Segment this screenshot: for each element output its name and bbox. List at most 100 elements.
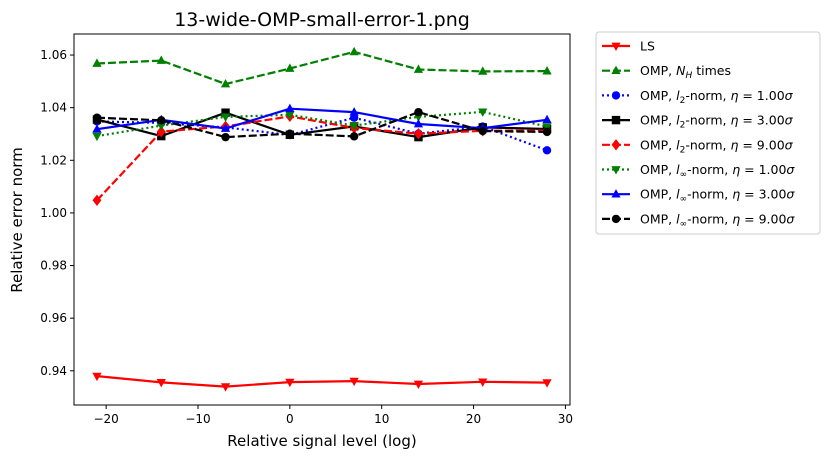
series-line	[96, 110, 548, 139]
data-point	[220, 113, 231, 122]
series-7	[92, 107, 552, 142]
data-point	[92, 194, 102, 206]
data-point	[285, 111, 295, 120]
data-point	[542, 123, 552, 132]
series-line	[96, 111, 548, 139]
data-point	[220, 383, 231, 392]
x-axis-label: Relative signal level (log)	[227, 432, 416, 450]
legend-entry: OMP, l∞-norm, η = 3.00σ	[602, 187, 795, 205]
data-point	[92, 132, 102, 142]
data-point	[92, 372, 102, 382]
data-point	[92, 113, 102, 122]
data-point	[478, 108, 488, 117]
data-point	[542, 66, 552, 75]
series-line	[96, 375, 548, 388]
data-point	[349, 132, 359, 141]
legend-label: OMP, l2-norm, η = 3.00σ	[640, 113, 794, 131]
data-point	[349, 46, 359, 56]
data-point	[156, 125, 166, 138]
y-tick-label: 1.06	[40, 48, 67, 62]
data-point	[478, 66, 488, 75]
data-point	[220, 78, 231, 88]
y-tick-label: 0.98	[40, 259, 67, 273]
series-line	[96, 107, 548, 131]
data-point	[349, 113, 359, 122]
series-5	[92, 108, 552, 142]
data-point	[157, 116, 166, 125]
series-line	[96, 115, 548, 202]
data-point	[349, 377, 359, 387]
legend-entry: OMP, NH times	[602, 63, 731, 81]
legend-label: OMP, NH times	[640, 63, 731, 81]
x-tick-label: 20	[466, 412, 481, 426]
legend-marker	[611, 42, 621, 52]
legend-marker	[611, 65, 621, 75]
series-line	[96, 110, 548, 138]
legend-marker	[611, 115, 621, 125]
plot-area	[92, 46, 552, 392]
data-point	[478, 378, 488, 387]
data-point	[413, 380, 424, 389]
chart-title: 13-wide-OMP-small-error-1.png	[174, 9, 470, 31]
x-axis-ticks: −20 −10 0 10 20 30	[93, 405, 573, 426]
legend-label: OMP, l∞-norm, η = 3.00σ	[640, 187, 795, 205]
legend-marker	[611, 166, 621, 175]
y-tick-label: 0.96	[40, 311, 67, 325]
x-tick-label: 10	[374, 412, 389, 426]
legend-entry: OMP, l2-norm, η = 9.00σ	[602, 137, 794, 155]
legend-label: OMP, l∞-norm, η = 9.00σ	[640, 211, 795, 229]
data-point	[478, 126, 487, 136]
legend-label: LS	[640, 39, 655, 54]
data-point	[221, 132, 230, 142]
legend: LS OMP, NH times OMP, l2-norm, η = 1.00σ OM…	[595, 31, 821, 235]
data-point	[349, 122, 359, 131]
data-point	[221, 108, 230, 117]
legend-marker	[611, 214, 621, 224]
legend-entry: LS	[602, 39, 655, 54]
data-point	[542, 379, 552, 388]
series-0	[92, 372, 552, 392]
legend-label: OMP, l2-norm, η = 1.00σ	[640, 88, 794, 106]
data-point	[156, 379, 166, 388]
data-point	[414, 107, 423, 117]
y-tick-label: 1.02	[40, 153, 67, 167]
legend-entry: OMP, l∞-norm, η = 1.00σ	[602, 162, 795, 180]
data-point	[156, 122, 166, 131]
data-point	[92, 58, 102, 67]
series-1	[92, 46, 552, 88]
legend-label: OMP, l∞-norm, η = 1.00σ	[640, 162, 795, 180]
data-point	[285, 63, 295, 72]
legend-marker	[611, 91, 621, 100]
y-tick-label: 0.94	[40, 364, 67, 378]
data-point	[413, 64, 424, 73]
x-tick-label: 30	[558, 412, 573, 426]
y-axis-ticks: 0.94 0.96 0.98 1.00 1.02 1.04 1.06	[40, 48, 74, 378]
series-line	[96, 50, 548, 86]
data-point	[285, 103, 295, 113]
legend-label: OMP, l2-norm, η = 9.00σ	[640, 137, 794, 155]
data-point	[92, 124, 102, 133]
y-tick-label: 1.00	[40, 206, 67, 220]
axes-frame	[73, 33, 571, 406]
data-point	[156, 55, 166, 64]
legend-entry: OMP, l2-norm, η = 1.00σ	[602, 88, 794, 106]
x-tick-label: −20	[93, 412, 118, 426]
data-point	[220, 123, 231, 132]
legend-marker	[611, 139, 621, 151]
data-point	[542, 146, 552, 155]
legend-entry: OMP, l∞-norm, η = 9.00σ	[602, 211, 795, 229]
data-point	[285, 129, 295, 138]
x-tick-label: −10	[185, 412, 210, 426]
legend-entry: OMP, l2-norm, η = 3.00σ	[602, 113, 794, 131]
y-tick-label: 1.04	[40, 101, 67, 115]
legend-marker	[611, 189, 621, 198]
y-axis-label: Relative error norm	[8, 147, 26, 293]
x-tick-label: 0	[286, 412, 294, 426]
data-point	[413, 118, 424, 128]
data-point	[414, 128, 423, 140]
data-point	[542, 114, 552, 124]
data-point	[349, 107, 359, 116]
data-point	[542, 127, 552, 137]
data-point	[285, 378, 295, 388]
